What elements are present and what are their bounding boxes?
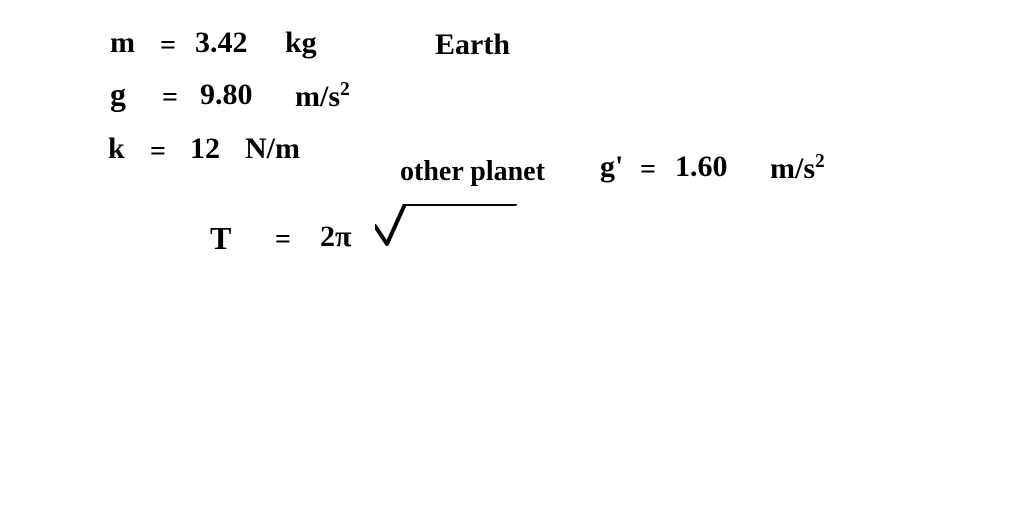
other-unit-base: m/s: [770, 152, 815, 185]
earth-label: Earth: [435, 30, 510, 60]
period-coef: 2π: [320, 222, 351, 252]
mass-var: m: [110, 28, 135, 58]
grav-eq: =: [162, 84, 178, 112]
other-prefix: other planet: [400, 158, 545, 186]
other-unit-exp: 2: [815, 151, 825, 172]
other-var: g': [600, 152, 623, 182]
grav-unit: m/s2: [295, 80, 350, 112]
grav-unit-exp: 2: [340, 79, 350, 100]
radical-icon: [375, 204, 535, 264]
grav-unit-base: m/s: [295, 80, 340, 113]
grav-var: g: [110, 78, 126, 110]
grav-val: 9.80: [200, 80, 253, 110]
radical-path: [375, 204, 515, 244]
other-val: 1.60: [675, 152, 728, 182]
mass-eq: =: [160, 32, 176, 60]
mass-val: 3.42: [195, 28, 248, 58]
period-eq: =: [275, 226, 291, 254]
spring-eq: =: [150, 138, 166, 166]
other-eq: =: [640, 156, 656, 184]
spring-var: k: [108, 134, 125, 164]
mass-unit: kg: [285, 28, 317, 58]
period-var: T: [210, 222, 231, 254]
handwriting-board: m = 3.42 kg Earth g = 9.80 m/s2 k = 12 N…: [0, 0, 1024, 512]
spring-unit: N/m: [245, 134, 300, 164]
other-unit: m/s2: [770, 152, 825, 184]
spring-val: 12: [190, 134, 220, 164]
